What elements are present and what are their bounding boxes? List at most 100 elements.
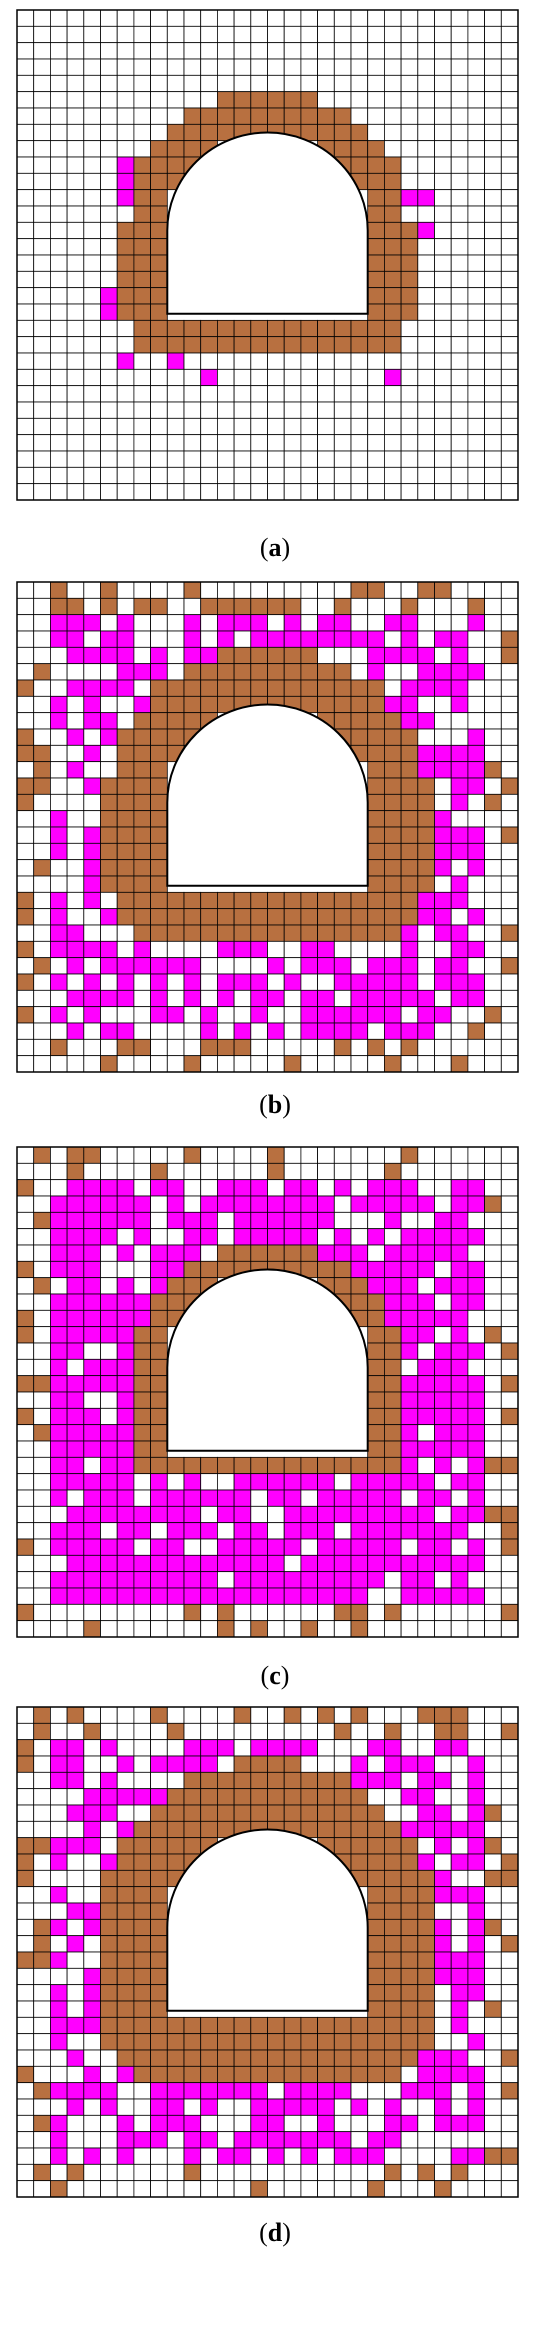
mesh-cell	[250, 597, 268, 616]
mesh-cell	[250, 2163, 268, 2182]
mesh-cell	[133, 810, 152, 828]
mesh-cell	[150, 74, 168, 93]
mesh-cell	[350, 483, 369, 501]
mesh-cell	[233, 2065, 252, 2084]
mesh-cell	[183, 1473, 202, 1491]
mesh-cell	[283, 1554, 302, 1573]
mesh-cell	[50, 1603, 68, 1622]
mesh-cell	[500, 189, 519, 207]
mesh-cell	[116, 1918, 135, 1937]
mesh-cell	[100, 466, 118, 485]
mesh-cell	[133, 1326, 152, 1344]
mesh-cell	[333, 712, 352, 730]
mesh-cell	[434, 695, 452, 714]
mesh-cell	[33, 1571, 51, 1589]
mesh-cell	[383, 761, 402, 779]
mesh-cell	[417, 810, 435, 828]
mesh-cell	[367, 940, 385, 959]
mesh-cell	[383, 74, 402, 93]
mesh-cell	[100, 221, 118, 240]
mesh-cell	[233, 1587, 252, 1605]
mesh-cell	[300, 646, 318, 665]
mesh-cell	[116, 417, 135, 436]
mesh-cell	[350, 140, 369, 158]
mesh-cell	[500, 1489, 519, 1507]
mesh-cell	[383, 205, 402, 223]
mesh-cell	[116, 42, 135, 60]
mesh-cell	[33, 1820, 51, 1839]
mesh-cell	[50, 434, 68, 452]
mesh-cell	[484, 2000, 502, 2018]
mesh-cell	[484, 434, 502, 452]
mesh-cell	[216, 614, 235, 632]
mesh-cell	[283, 1456, 302, 1475]
mesh-cell	[66, 826, 85, 844]
mesh-cell	[100, 1440, 118, 1458]
mesh-cell	[250, 940, 268, 959]
mesh-cell	[283, 646, 302, 665]
mesh-cell	[116, 908, 135, 926]
mesh-cell	[317, 1456, 335, 1475]
mesh-cell	[417, 2114, 435, 2133]
mesh-cell	[166, 450, 185, 468]
mesh-cell	[150, 287, 168, 305]
mesh-cell	[283, 2131, 302, 2149]
mesh-cell	[500, 1260, 519, 1279]
mesh-cell	[100, 630, 118, 648]
mesh-cell	[417, 1755, 435, 1773]
mesh-cell	[467, 793, 485, 812]
mesh-cell	[216, 1706, 235, 1724]
mesh-cell	[183, 2016, 202, 2035]
mesh-cell	[383, 891, 402, 910]
mesh-cell	[100, 1456, 118, 1475]
mesh-cell	[350, 1244, 369, 1262]
mesh-cell	[467, 417, 485, 436]
mesh-cell	[66, 2098, 85, 2116]
mesh-cell	[33, 238, 51, 256]
mesh-cell	[417, 2180, 435, 2198]
mesh-cell	[66, 1587, 85, 1605]
mesh-cell	[33, 352, 51, 370]
mesh-cell	[116, 1211, 135, 1230]
mesh-cell	[400, 2131, 419, 2149]
mesh-cell	[200, 646, 218, 665]
mesh-cell	[267, 1456, 285, 1475]
mesh-cell	[133, 1853, 152, 1871]
mesh-cell	[500, 1391, 519, 1409]
mesh-cell	[467, 287, 485, 305]
mesh-cell	[484, 810, 502, 828]
mesh-cell	[467, 270, 485, 289]
mesh-cell	[116, 1260, 135, 1279]
mesh-cell	[166, 401, 185, 419]
mesh-cell	[417, 597, 435, 616]
mesh-cell	[250, 319, 268, 338]
mesh-cell	[350, 1162, 369, 1181]
mesh-cell	[100, 450, 118, 468]
mesh-cell	[383, 1146, 402, 1164]
mesh-cell	[183, 450, 202, 468]
mesh-cell	[16, 1326, 35, 1344]
mesh-cell	[50, 2082, 68, 2100]
mesh-cell	[283, 1804, 302, 1822]
mesh-cell	[434, 238, 452, 256]
mesh-cell	[317, 663, 335, 681]
mesh-cell	[467, 303, 485, 321]
mesh-cell	[150, 2016, 168, 2035]
mesh-cell	[200, 1571, 218, 1589]
mesh-cell	[16, 2098, 35, 2116]
mesh-cell	[66, 614, 85, 632]
mesh-cell	[100, 875, 118, 893]
mesh-cell	[484, 744, 502, 763]
mesh-cell	[500, 989, 519, 1008]
mesh-cell	[83, 1620, 101, 1638]
mesh-cell	[333, 614, 352, 632]
mesh-cell	[16, 172, 35, 191]
mesh-cell	[267, 1244, 285, 1262]
mesh-cell	[367, 1473, 385, 1491]
mesh-cell	[367, 2163, 385, 2182]
mesh-cell	[434, 91, 452, 109]
mesh-cell	[216, 1244, 235, 1262]
mesh-cell	[183, 1195, 202, 1213]
mesh-cell	[450, 957, 469, 975]
mesh-cell	[267, 368, 285, 387]
